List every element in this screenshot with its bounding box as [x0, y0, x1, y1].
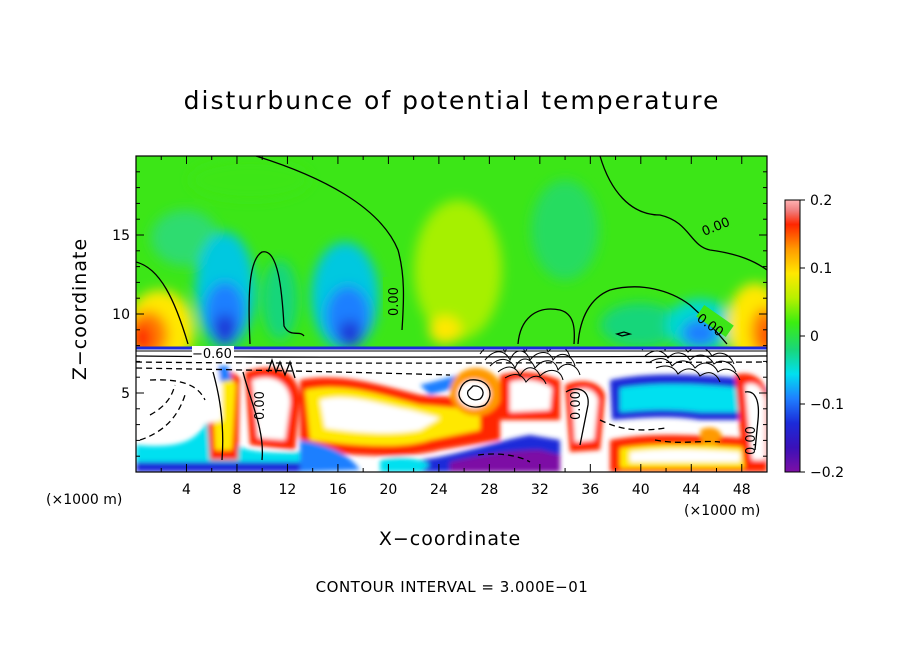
colorbar-tick-label: −0.2: [810, 465, 844, 481]
colorbar-tick-label: −0.1: [810, 397, 844, 413]
x-unit-label-left: (×1000 m): [46, 492, 123, 508]
x-tick-label: 48: [733, 482, 751, 498]
x-tick-label: 24: [430, 482, 448, 498]
colorbar: −0.2 −0.1 0 0.1 0.2: [784, 193, 844, 481]
x-tick-label: 4: [182, 482, 191, 498]
x-tick-label: 12: [279, 482, 297, 498]
x-tick-label: 44: [682, 482, 700, 498]
x-axis-ticks: 4 8 12 16 20 24 28 32 36 40 44 48: [160, 156, 768, 498]
y-axis-label: Z−coordinate: [69, 237, 91, 381]
y-tick-label: 15: [112, 228, 130, 244]
y-tick-label: 10: [112, 307, 130, 323]
colorbar-tick-label: 0.2: [810, 193, 832, 209]
contour-label: 0.00: [253, 391, 268, 420]
y-tick-label: 5: [121, 386, 130, 402]
colorbar-tick-label: 0: [810, 329, 819, 345]
x-tick-label: 8: [232, 482, 241, 498]
contour-label: 0.00: [744, 426, 759, 455]
chart-title: disturbunce of potential temperature: [183, 86, 721, 115]
x-tick-label: 16: [329, 482, 347, 498]
x-tick-label: 32: [531, 482, 549, 498]
contour-label: 0.00: [569, 391, 584, 420]
upper-field: [136, 156, 767, 348]
x-tick-label: 28: [480, 482, 498, 498]
x-axis-label: X−coordinate: [378, 528, 522, 550]
y-axis-ticks: 5 10 15: [112, 171, 767, 457]
x-tick-label: 36: [581, 482, 599, 498]
contour-label: −0.60: [192, 347, 232, 362]
colorbar-tick-label: 0.1: [810, 261, 832, 277]
contour-label: 0.00: [387, 287, 402, 316]
x-tick-label: 40: [632, 482, 650, 498]
lower-field: [136, 348, 767, 472]
x-unit-label-right: (×1000 m): [684, 503, 761, 519]
contour-interval-note: CONTOUR INTERVAL = 3.000E−01: [315, 578, 589, 596]
x-tick-label: 20: [379, 482, 397, 498]
